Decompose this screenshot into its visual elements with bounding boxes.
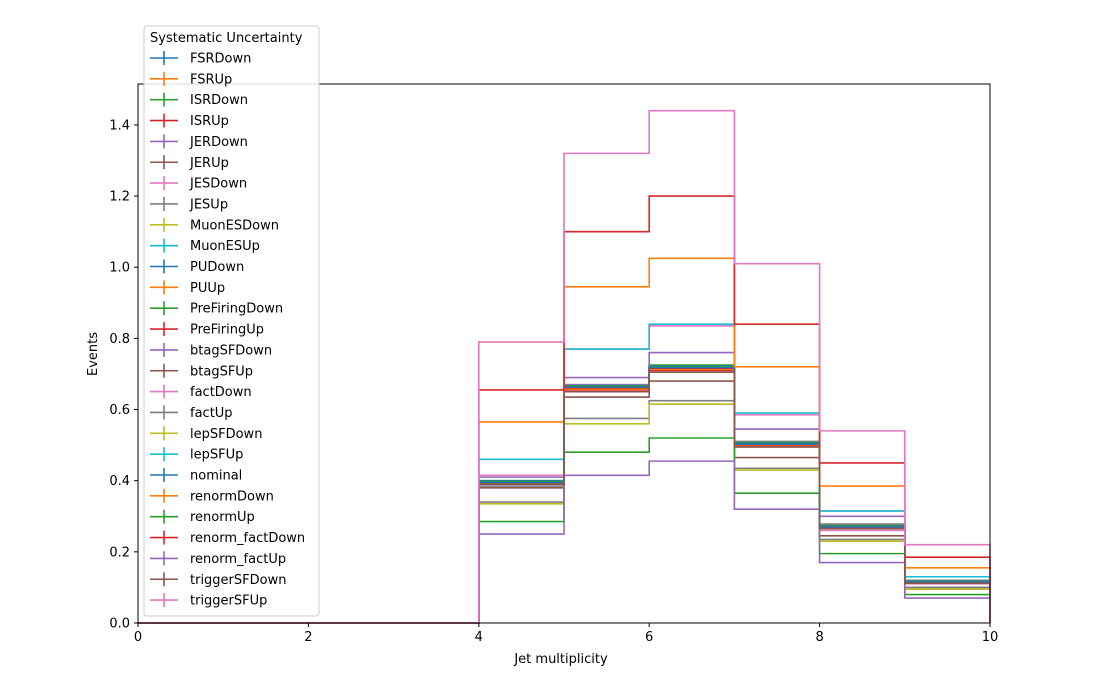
legend-entry-renorm_factUp: renorm_factUp (150, 551, 286, 567)
legend-label: PreFiringDown (190, 302, 283, 317)
legend-entry-JERUp: JERUp (150, 155, 229, 171)
legend-label: PreFiringUp (190, 323, 264, 338)
legend-entry-JERDown: JERDown (150, 134, 248, 150)
legend-entry-lepSFUp: lepSFUp (150, 447, 243, 463)
legend-label: FSRDown (190, 52, 251, 67)
legend-entry-MuonESDown: MuonESDown (150, 217, 279, 233)
legend-entry-triggerSFUp: triggerSFUp (150, 593, 267, 609)
legend-entry-ISRDown: ISRDown (150, 92, 248, 108)
x-axis-label: Jet multiplicity (513, 652, 608, 667)
legend-entry-renormDown: renormDown (150, 488, 274, 504)
legend-label: triggerSFDown (190, 573, 286, 588)
y-tick-label: 1.4 (109, 118, 130, 133)
axis-ticks: 0 2 4 6 8 10 0.0 0.2 0.4 0.6 0.8 1.0 1.2 1.4 (109, 118, 998, 645)
legend-label: factDown (190, 385, 252, 400)
x-tick-label: 4 (475, 630, 483, 645)
legend-entry-JESDown: JESDown (150, 176, 247, 192)
legend-label: renorm_factUp (190, 552, 286, 567)
legend-label: JERUp (189, 156, 229, 171)
legend-label: triggerSFUp (190, 594, 267, 609)
legend-label: ISRUp (190, 114, 229, 129)
legend-title: Systematic Uncertainty (150, 31, 303, 46)
legend-entry-PreFiringUp: PreFiringUp (150, 322, 264, 338)
legend-entry-renorm_factDown: renorm_factDown (150, 530, 305, 546)
legend-label: btagSFUp (190, 364, 253, 379)
legend-label: lepSFUp (190, 448, 243, 463)
legend-label: btagSFDown (190, 343, 272, 358)
y-tick-label: 0.2 (109, 545, 130, 560)
legend-entry-MuonESUp: MuonESUp (150, 238, 260, 254)
legend-label: JESUp (189, 197, 228, 212)
legend-label: MuonESDown (190, 218, 279, 233)
legend-label: ISRDown (190, 93, 248, 108)
legend-entry-ISRUp: ISRUp (150, 113, 229, 129)
y-tick-label: 0.8 (109, 332, 130, 347)
legend-entry-factUp: factUp (150, 405, 233, 421)
legend-entry-FSRDown: FSRDown (150, 51, 251, 67)
x-tick-label: 0 (134, 630, 142, 645)
legend-label: PUUp (190, 281, 225, 296)
legend-entry-PreFiringDown: PreFiringDown (150, 301, 283, 317)
y-tick-label: 0.0 (109, 617, 130, 632)
x-tick-label: 6 (645, 630, 653, 645)
legend-entry-PUDown: PUDown (150, 259, 244, 275)
legend-label: renormUp (190, 510, 255, 525)
legend-label: PUDown (190, 260, 244, 275)
legend-label: renormDown (190, 489, 274, 504)
legend-label: lepSFDown (190, 427, 262, 442)
x-tick-label: 2 (304, 630, 312, 645)
legend-entry-factDown: factDown (150, 384, 252, 400)
legend-label: FSRUp (190, 72, 232, 87)
y-tick-label: 1.2 (109, 190, 130, 205)
legend-label: JERDown (189, 135, 248, 150)
legend-entry-FSRUp: FSRUp (150, 71, 232, 87)
legend-label: MuonESUp (190, 239, 260, 254)
y-tick-label: 0.6 (109, 403, 130, 418)
legend-box (143, 25, 320, 617)
legend-entry-PUUp: PUUp (150, 280, 225, 296)
legend-entry-JESUp: JESUp (150, 196, 228, 212)
legend-entry-triggerSFDown: triggerSFDown (150, 572, 286, 588)
x-tick-label: 8 (815, 630, 823, 645)
legend-entry-nominal: nominal (150, 468, 242, 484)
legend-label: nominal (190, 469, 242, 484)
legend-entry-lepSFDown: lepSFDown (150, 426, 262, 442)
y-tick-label: 1.0 (109, 261, 130, 276)
plot-area-frame (137, 83, 991, 624)
legend-label: renorm_factDown (190, 531, 305, 546)
y-axis-label: Events (86, 332, 101, 376)
legend-entry-btagSFUp: btagSFUp (150, 363, 253, 379)
legend-entry-renormUp: renormUp (150, 509, 255, 525)
legend: Systematic Uncertainty FSRDown FSRUp ISRDo… (143, 25, 320, 617)
legend-entry-btagSFDown: btagSFDown (150, 342, 272, 358)
x-tick-label: 10 (982, 630, 999, 645)
legend-label: factUp (190, 406, 233, 421)
y-tick-label: 0.4 (109, 474, 130, 489)
legend-label: JESDown (189, 177, 247, 192)
